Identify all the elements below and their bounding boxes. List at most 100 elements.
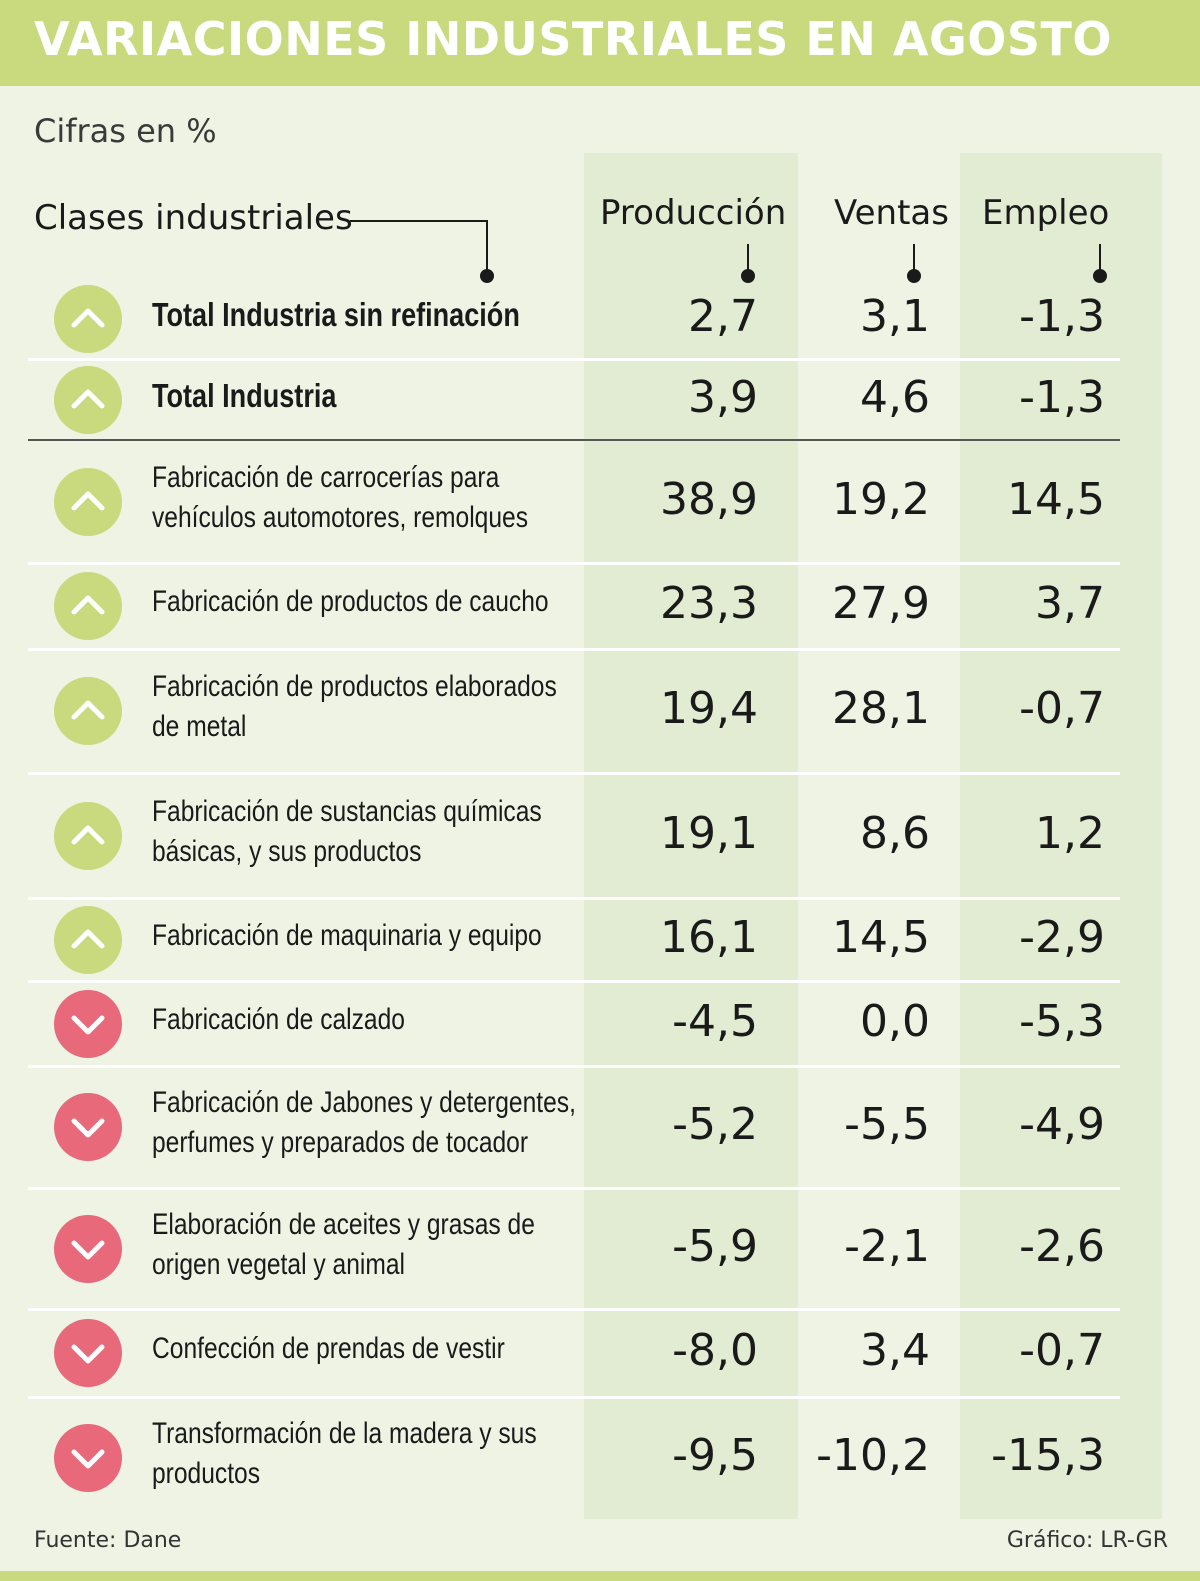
produccion-leader-dot: [741, 269, 755, 283]
empleo-leader-dot: [1093, 269, 1107, 283]
row-label: Fabricación de calzado: [152, 1000, 505, 1040]
trend-up-badge: [54, 572, 122, 640]
trend-up-badge: [54, 677, 122, 745]
chart-title: VARIACIONES INDUSTRIALES EN AGOSTO: [34, 12, 1112, 66]
trend-up-badge: [54, 365, 122, 434]
value-empleo: -0,7: [1019, 1325, 1105, 1376]
row-divider: [28, 562, 1120, 565]
ventas-leader: [913, 244, 915, 272]
trend-up-badge: [54, 284, 122, 353]
row-label-line: Confección de prendas de vestir: [152, 1332, 505, 1365]
chevron-down-icon: [71, 1015, 105, 1034]
value-produccion: 19,1: [660, 807, 758, 859]
ventas-leader-dot: [907, 269, 921, 283]
row-label-line: productos: [152, 1457, 261, 1490]
row-label: Fabricación de carrocerías para vehículos…: [152, 458, 529, 538]
produccion-leader: [747, 244, 749, 272]
row-label: Total Industria: [152, 376, 505, 416]
chevron-up-icon: [71, 308, 105, 327]
trend-up-badge: [54, 905, 122, 974]
row-label-line: vehículos automotores, remolques: [152, 500, 529, 534]
row-label-line: Fabricación de Jabones y detergentes,: [152, 1086, 576, 1119]
value-ventas: 14,5: [832, 911, 930, 963]
row-label-line: Total Industria: [152, 376, 337, 414]
row-label: Fabricación de sustancias químicas básica…: [152, 792, 542, 872]
row-divider: [28, 1308, 1120, 1311]
chevron-up-icon: [71, 700, 105, 720]
empleo-column-band: [960, 153, 1162, 1519]
row-divider: [28, 648, 1120, 651]
column-header-produccion: Producción: [600, 193, 787, 233]
title-banner: VARIACIONES INDUSTRIALES EN AGOSTO: [0, 0, 1200, 86]
value-empleo: -2,6: [1019, 1220, 1105, 1272]
value-ventas: 0,0: [860, 995, 930, 1047]
row-label-line: Elaboración de aceites y grasas de: [152, 1207, 535, 1241]
value-produccion: -5,2: [672, 1099, 758, 1150]
totals-divider: [28, 439, 1120, 441]
trend-down-badge: [54, 1424, 122, 1492]
value-ventas: -5,5: [844, 1099, 930, 1150]
column-header-empleo: Empleo: [982, 193, 1110, 233]
row-label: Elaboración de aceites y grasas de origen…: [152, 1205, 535, 1285]
value-empleo: -0,7: [1019, 683, 1105, 734]
trend-down-badge: [54, 1214, 122, 1283]
row-label: Fabricación de productos de caucho: [152, 582, 549, 622]
row-label-line: Fabricación de carrocerías para: [152, 460, 500, 494]
row-label-line: Fabricación de productos elaborados: [152, 670, 557, 703]
chevron-up-icon: [71, 595, 105, 615]
row-label: Confección de prendas de vestir: [152, 1329, 505, 1369]
value-produccion: 16,1: [660, 911, 758, 963]
value-produccion: -4,5: [672, 995, 758, 1047]
value-ventas: 8,6: [860, 807, 930, 859]
row-label: Fabricación de maquinaria y equipo: [152, 916, 542, 956]
row-label: Fabricación de productos elaborados de me…: [152, 667, 557, 747]
row-label-line: de metal: [152, 710, 247, 743]
source-note: Fuente: Dane: [34, 1528, 182, 1553]
chevron-up-icon: [71, 929, 105, 948]
row-label-line: Fabricación de sustancias químicas: [152, 794, 542, 828]
row-divider: [28, 980, 1120, 983]
value-ventas: 28,1: [832, 683, 930, 734]
value-ventas: 3,1: [860, 290, 930, 342]
row-label-line: Fabricación de calzado: [152, 1002, 405, 1036]
row-divider: [28, 1187, 1120, 1190]
row-label-line: perfumes y preparados de tocador: [152, 1126, 529, 1159]
value-produccion: 2,7: [688, 290, 758, 342]
row-divider: [28, 358, 1120, 361]
credit-note: Gráfico: LR-GR: [1006, 1528, 1168, 1553]
value-empleo: -2,9: [1019, 911, 1105, 963]
value-ventas: 3,4: [860, 1325, 930, 1376]
clases-leader-vertical: [486, 220, 488, 272]
row-divider: [28, 897, 1120, 900]
chevron-down-icon: [71, 1240, 105, 1259]
row-label-line: origen vegetal y animal: [152, 1247, 405, 1281]
value-ventas: 27,9: [832, 578, 930, 629]
value-ventas: 4,6: [860, 371, 930, 423]
row-label-line: básicas, y sus productos: [152, 834, 422, 868]
units-note: Cifras en %: [34, 112, 217, 150]
trend-up-badge: [54, 801, 122, 870]
row-label: Fabricación de Jabones y detergentes, per…: [152, 1083, 576, 1163]
value-empleo: 3,7: [1035, 578, 1105, 629]
row-label-line: Fabricación de productos de caucho: [152, 585, 549, 618]
clases-leader-dot: [480, 269, 494, 283]
value-empleo: -4,9: [1019, 1099, 1105, 1150]
row-label: Total Industria sin refinación: [152, 295, 520, 335]
value-empleo: -1,3: [1019, 371, 1105, 423]
column-header-ventas: Ventas: [834, 193, 949, 233]
chevron-down-icon: [71, 1344, 105, 1364]
row-label-line: Total Industria sin refinación: [152, 295, 520, 333]
value-produccion: 38,9: [660, 473, 758, 525]
chevron-up-icon: [71, 491, 105, 510]
clases-leader-horizontal: [350, 220, 487, 222]
value-ventas: -10,2: [816, 1430, 930, 1481]
value-empleo: -1,3: [1019, 290, 1105, 342]
value-produccion: -5,9: [672, 1220, 758, 1272]
empleo-leader: [1099, 244, 1101, 272]
row-divider: [28, 772, 1120, 775]
value-ventas: -2,1: [844, 1220, 930, 1272]
chevron-down-icon: [71, 1118, 105, 1138]
row-divider: [28, 1065, 1120, 1068]
value-produccion: 19,4: [660, 683, 758, 734]
